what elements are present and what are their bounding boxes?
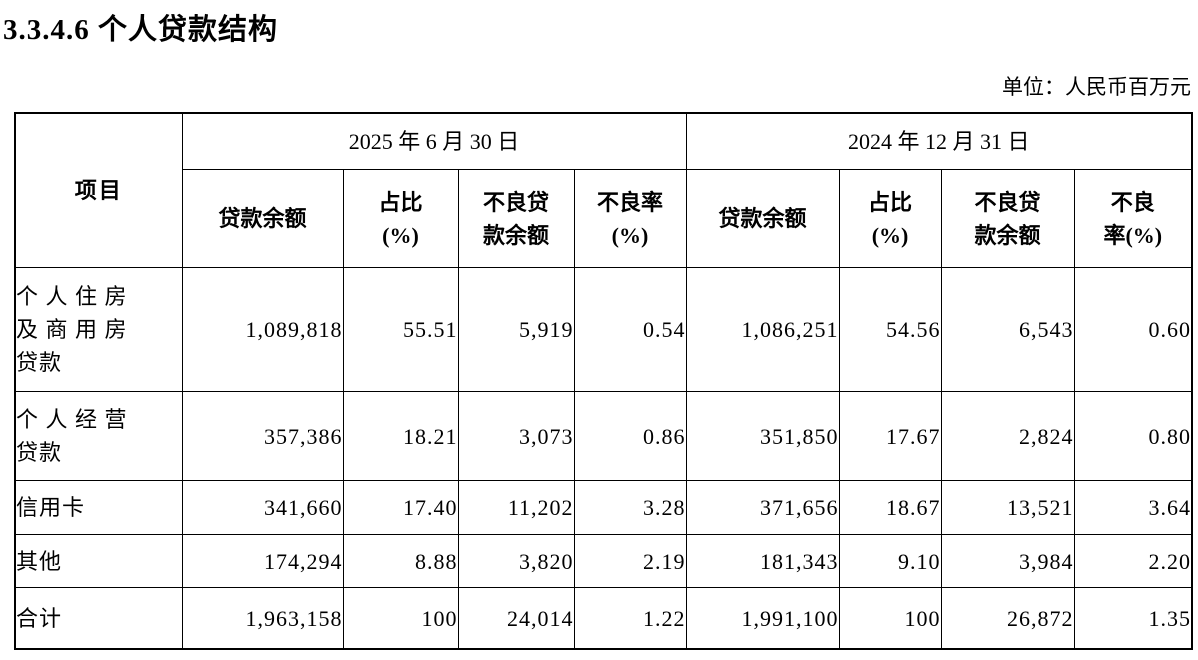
table-cell-value: 55.51 xyxy=(342,267,459,393)
table-cell-value: 100 xyxy=(342,587,459,650)
section-title: 3.3.4.6 个人贷款结构 xyxy=(3,14,279,46)
table-cell-value: 1,963,158 xyxy=(181,587,344,650)
table-cell-value: 1.35 xyxy=(1073,587,1193,650)
table-cell-value: 3.64 xyxy=(1073,480,1193,536)
table-row-residential-commercial-loans: 个 人 住 房 及 商 用 房 贷款 1,089,818 55.51 5,919… xyxy=(14,267,1193,393)
table-row-credit-card: 信用卡 341,660 17.40 11,202 3.28 371,656 18… xyxy=(14,480,1193,536)
table-cell-value: 18.21 xyxy=(342,391,459,482)
table-cell-value: 54.56 xyxy=(838,267,942,393)
col-header-loan-balance-2024: 贷款余额 xyxy=(685,169,840,269)
header-row-dates: 项目 2025 年 6 月 30 日 2024 年 12 月 31 日 xyxy=(14,112,1193,269)
table-cell-value: 11,202 xyxy=(457,480,575,536)
col-header-proportion-2025: 占比 (%) xyxy=(342,169,459,269)
table-row-others: 其他 174,294 8.88 3,820 2.19 181,343 9.10 … xyxy=(14,534,1193,589)
table-cell-value: 18.67 xyxy=(838,480,942,536)
table-cell-value: 357,386 xyxy=(181,391,344,482)
table-cell-value: 5,919 xyxy=(457,267,575,393)
table-cell-value: 0.54 xyxy=(573,267,687,393)
col-group-2025-06-30: 2025 年 6 月 30 日 xyxy=(181,112,687,171)
row-item-label: 个 人 住 房 及 商 用 房 贷款 xyxy=(14,267,183,393)
table-cell-value: 341,660 xyxy=(181,480,344,536)
table-cell-value: 24,014 xyxy=(457,587,575,650)
row-item-label: 个 人 经 营 贷款 xyxy=(14,391,183,482)
table-cell-value: 3,984 xyxy=(940,534,1075,589)
table-cell-value: 8.88 xyxy=(342,534,459,589)
unit-note: 单位：人民币百万元 xyxy=(1002,74,1191,99)
col-group-2024-12-31: 2024 年 12 月 31 日 xyxy=(685,112,1193,171)
table-cell-value: 3,073 xyxy=(457,391,575,482)
table-row-personal-business-loans: 个 人 经 营 贷款 357,386 18.21 3,073 0.86 351,… xyxy=(14,391,1193,482)
table-cell-value: 0.86 xyxy=(573,391,687,482)
table-cell-value: 17.67 xyxy=(838,391,942,482)
table-cell-value: 1,991,100 xyxy=(685,587,840,650)
row-item-label: 合计 xyxy=(14,587,183,650)
table-cell-value: 100 xyxy=(838,587,942,650)
col-header-npl-balance-2025: 不良贷 款余额 xyxy=(457,169,575,269)
col-header-loan-balance-2025: 贷款余额 xyxy=(181,169,344,269)
col-header-npl-ratio-2025: 不良率 (%) xyxy=(573,169,687,269)
table-cell-value: 26,872 xyxy=(940,587,1075,650)
row-item-label: 其他 xyxy=(14,534,183,589)
table-cell-value: 6,543 xyxy=(940,267,1075,393)
table-cell-value: 2.20 xyxy=(1073,534,1193,589)
table-cell-value: 13,521 xyxy=(940,480,1075,536)
table-cell-value: 3.28 xyxy=(573,480,687,536)
col-header-npl-balance-2024: 不良贷 款余额 xyxy=(940,169,1075,269)
col-header-proportion-2024: 占比 (%) xyxy=(838,169,942,269)
table-cell-value: 0.60 xyxy=(1073,267,1193,393)
table-cell-value: 2.19 xyxy=(573,534,687,589)
col-header-npl-ratio-2024: 不良 率(%) xyxy=(1073,169,1193,269)
table-cell-value: 9.10 xyxy=(838,534,942,589)
table-cell-value: 181,343 xyxy=(685,534,840,589)
table-row-total: 合计 1,963,158 100 24,014 1.22 1,991,100 1… xyxy=(14,587,1193,650)
table-cell-value: 3,820 xyxy=(457,534,575,589)
table-cell-value: 1,086,251 xyxy=(685,267,840,393)
personal-loan-structure-table: 项目 2025 年 6 月 30 日 2024 年 12 月 31 日 贷款余额… xyxy=(14,111,1194,650)
table-cell-value: 371,656 xyxy=(685,480,840,536)
header-row-subcolumns: 贷款余额 占比 (%) 不良贷 款余额 不良率 (%) 贷款余额 占比 (%) … xyxy=(15,169,1193,269)
table-cell-value: 0.80 xyxy=(1073,391,1193,482)
col-header-item: 项目 xyxy=(14,112,183,269)
table-cell-value: 17.40 xyxy=(342,480,459,536)
table-cell-value: 351,850 xyxy=(685,391,840,482)
report-page: 3.3.4.6 个人贷款结构 单位：人民币百万元 项目 2025 年 6 月 3… xyxy=(0,13,1198,660)
table-cell-value: 174,294 xyxy=(181,534,344,589)
table-cell-value: 2,824 xyxy=(940,391,1075,482)
row-item-label: 信用卡 xyxy=(14,480,183,536)
table-cell-value: 1,089,818 xyxy=(181,267,344,393)
table-cell-value: 1.22 xyxy=(573,587,687,650)
